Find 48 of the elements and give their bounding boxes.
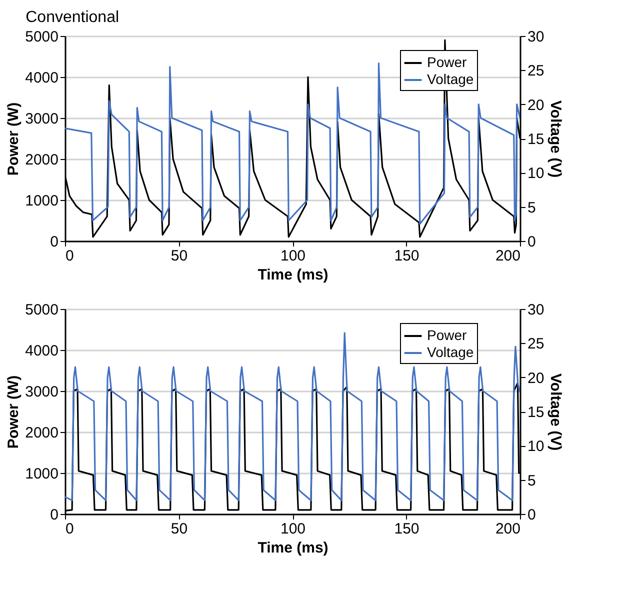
- y-tick-label: 5000: [25, 302, 58, 318]
- y2-tick-label: 10: [528, 165, 544, 182]
- legend-label: Power: [427, 327, 468, 343]
- y-tick-label: 5000: [25, 28, 58, 46]
- y2-axis-title: Voltage (V): [547, 100, 564, 178]
- y2-tick-label: 15: [528, 404, 544, 421]
- y-axis-title: Power (W): [5, 102, 22, 176]
- y2-tick-label: 30: [528, 28, 544, 46]
- y2-tick-label: 0: [528, 234, 536, 250]
- legend-label: Power: [427, 54, 468, 70]
- y-tick-label: 3000: [25, 110, 58, 128]
- y-tick-label: 4000: [25, 342, 58, 360]
- y2-tick-label: 5: [528, 199, 536, 216]
- y2-tick-label: 10: [528, 438, 544, 456]
- x-tick-label: 200: [495, 520, 520, 538]
- y2-tick-label: 25: [528, 336, 544, 353]
- x-tick-label: 50: [170, 520, 188, 538]
- x-tick-label: 0: [66, 248, 74, 264]
- y2-tick-label: 0: [528, 506, 536, 524]
- legend-label: Voltage: [427, 71, 474, 87]
- x-axis-title: Time (ms): [258, 540, 328, 556]
- line-series: [65, 332, 520, 502]
- y-tick-label: 0: [50, 234, 58, 250]
- y-tick-label: 3000: [25, 384, 58, 400]
- x-tick-label: 100: [280, 248, 306, 264]
- y2-tick-label: 5: [528, 472, 536, 490]
- x-axis-title: Time (ms): [258, 266, 328, 284]
- y2-axis-title: Voltage (V): [547, 373, 564, 451]
- y2-tick-label: 25: [528, 62, 544, 80]
- legend-label: Voltage: [427, 344, 474, 360]
- x-tick-label: 200: [495, 248, 520, 264]
- y-tick-label: 1000: [25, 466, 58, 482]
- y2-tick-label: 30: [528, 302, 544, 318]
- y-tick-label: 0: [50, 506, 58, 524]
- y-tick-label: 4000: [25, 70, 58, 86]
- y-tick-label: 1000: [25, 192, 58, 210]
- y-axis-title: Power (W): [5, 375, 22, 449]
- x-tick-label: 100: [280, 520, 306, 538]
- y2-tick-label: 15: [528, 131, 544, 148]
- y2-tick-label: 20: [528, 370, 544, 387]
- y-tick-label: 2000: [25, 152, 58, 168]
- x-tick-label: 150: [394, 520, 420, 538]
- y-tick-label: 2000: [25, 424, 58, 442]
- y2-tick-label: 20: [528, 96, 544, 114]
- chart-title: Conventional: [26, 9, 120, 26]
- x-tick-label: 50: [170, 248, 188, 264]
- x-tick-label: 0: [66, 520, 74, 538]
- x-tick-label: 150: [394, 248, 420, 264]
